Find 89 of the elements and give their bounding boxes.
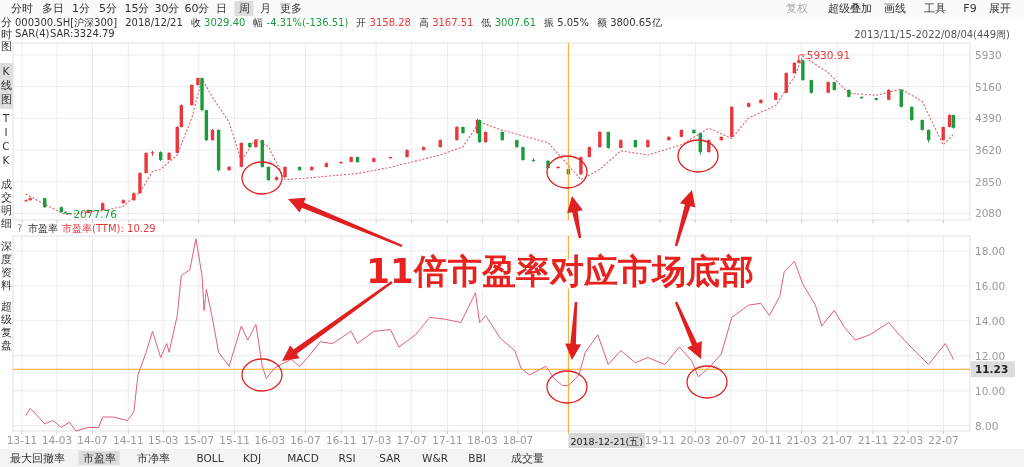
x-tick-label: 20-11 bbox=[751, 434, 782, 446]
y-tick-label: 18.00 bbox=[975, 244, 1006, 257]
y-tick-label: 4390 bbox=[975, 112, 1002, 125]
x-tick-label: 20-03 bbox=[680, 434, 711, 446]
text: SAR(4) bbox=[15, 28, 50, 39]
y-tick-label: 12.00 bbox=[975, 349, 1006, 362]
x-tick-label: 22-07 bbox=[928, 434, 959, 446]
text: 更多 bbox=[280, 2, 302, 15]
text: 市盈率 bbox=[28, 223, 58, 234]
x-tick-label: 16-03 bbox=[254, 434, 286, 446]
x-tick-label: 15-11 bbox=[219, 434, 250, 446]
x-tick-label: 18-07 bbox=[502, 434, 534, 446]
text: 分时图 bbox=[0, 16, 12, 52]
text: 高 3167.51 bbox=[418, 17, 474, 28]
text: MACD bbox=[287, 452, 319, 464]
y-tick-label: 5930 bbox=[975, 48, 1002, 61]
x-tick-label: 14-03 bbox=[41, 434, 73, 446]
text: 画线 bbox=[884, 2, 906, 15]
text: 展开 bbox=[989, 2, 1011, 15]
text: ? bbox=[17, 223, 23, 234]
text: 幅 -4.31%(-136.51) bbox=[253, 17, 349, 28]
text: RSI bbox=[338, 452, 356, 464]
x-tick-label: 15-07 bbox=[183, 434, 215, 446]
text: SAR:3324.79 bbox=[50, 28, 115, 39]
y-tick-label: 14.00 bbox=[975, 314, 1006, 327]
text: KDJ bbox=[242, 452, 262, 464]
text: 低 3007.61 bbox=[481, 17, 537, 28]
text: 多日 bbox=[42, 2, 64, 15]
y-tick-label: 3620 bbox=[975, 144, 1002, 157]
y-tick-label: 16.00 bbox=[975, 279, 1006, 292]
text: 日 bbox=[215, 2, 227, 15]
x-tick-label: 22-03 bbox=[892, 434, 924, 446]
x-tick-label: 16-11 bbox=[325, 434, 357, 446]
text: 复权 bbox=[786, 2, 808, 15]
x-tick-label: 14-07 bbox=[77, 434, 108, 446]
x-tick-label: 14-11 bbox=[113, 434, 144, 446]
y-tick-label: 2850 bbox=[975, 175, 1002, 188]
y-tick-label: 5160 bbox=[975, 80, 1002, 93]
text: 额 3800.65亿 bbox=[596, 17, 662, 28]
text: 5分 bbox=[99, 2, 117, 15]
text: 工具 bbox=[924, 2, 946, 15]
x-tick-label: 19-11 bbox=[644, 434, 676, 446]
x-tick-label: 16-07 bbox=[290, 434, 321, 446]
text: 收 3029.40 bbox=[190, 17, 246, 28]
x-tick-label: 21-07 bbox=[821, 434, 853, 446]
y-tick-label: 8.00 bbox=[975, 419, 999, 432]
text: 周 bbox=[238, 2, 250, 15]
text: F9 bbox=[963, 2, 977, 15]
x-tick-label: 13-11 bbox=[6, 434, 38, 446]
x-tick-label: 18-03 bbox=[467, 434, 498, 446]
text: SAR bbox=[379, 452, 401, 464]
text: 超级叠加 bbox=[828, 2, 872, 15]
text: 超级复盘 bbox=[0, 300, 12, 351]
text: 成交明细 bbox=[0, 178, 12, 229]
x-tick-label: 17-03 bbox=[360, 434, 392, 446]
text: K线图 bbox=[0, 65, 12, 105]
text: 15分 bbox=[124, 2, 150, 15]
text: 成交量 bbox=[510, 452, 544, 464]
text: 30分 bbox=[154, 2, 180, 15]
y-tick-label: 10.00 bbox=[975, 384, 1006, 397]
text: 2018/12/21 bbox=[125, 17, 183, 28]
text: 市净率 bbox=[136, 452, 170, 464]
x-tick-label: 21-11 bbox=[857, 434, 889, 446]
annotation: 2077.76 bbox=[73, 207, 118, 220]
x-tick-label: 17-11 bbox=[432, 434, 463, 446]
text: 市盈率(TTM): 10.29 bbox=[62, 223, 156, 234]
x-tick-label: 15-03 bbox=[148, 434, 179, 446]
text: TICK bbox=[1, 112, 11, 166]
text: 1分 bbox=[72, 2, 90, 15]
text: 2013/11/15-2022/08/04(449周) bbox=[854, 29, 1011, 40]
text: 000300.SH[沪深300] bbox=[15, 17, 118, 28]
ref-line-label: 2018-12-21(五) bbox=[570, 436, 644, 447]
text: 深度资料 bbox=[0, 240, 12, 291]
text: 市盈率 bbox=[82, 452, 116, 464]
x-tick-label: 20-07 bbox=[715, 434, 747, 446]
text: 振 5.05% bbox=[544, 17, 589, 28]
text: BOLL bbox=[196, 452, 224, 464]
x-tick-label: 21-03 bbox=[786, 434, 817, 446]
ref-line-label: 11.23 bbox=[975, 363, 1009, 376]
x-tick-label: 17-07 bbox=[396, 434, 427, 446]
text: BBI bbox=[468, 452, 486, 464]
y-tick-label: 2080 bbox=[975, 207, 1002, 220]
text: 60分 bbox=[184, 2, 210, 15]
annotation: 5930.91 bbox=[806, 48, 851, 61]
text: 最大回撤率 bbox=[9, 452, 65, 464]
text: 分时 bbox=[11, 2, 33, 15]
text: W&R bbox=[422, 452, 448, 464]
text: 月 bbox=[259, 2, 271, 15]
text: 开 3158.28 bbox=[356, 17, 411, 28]
